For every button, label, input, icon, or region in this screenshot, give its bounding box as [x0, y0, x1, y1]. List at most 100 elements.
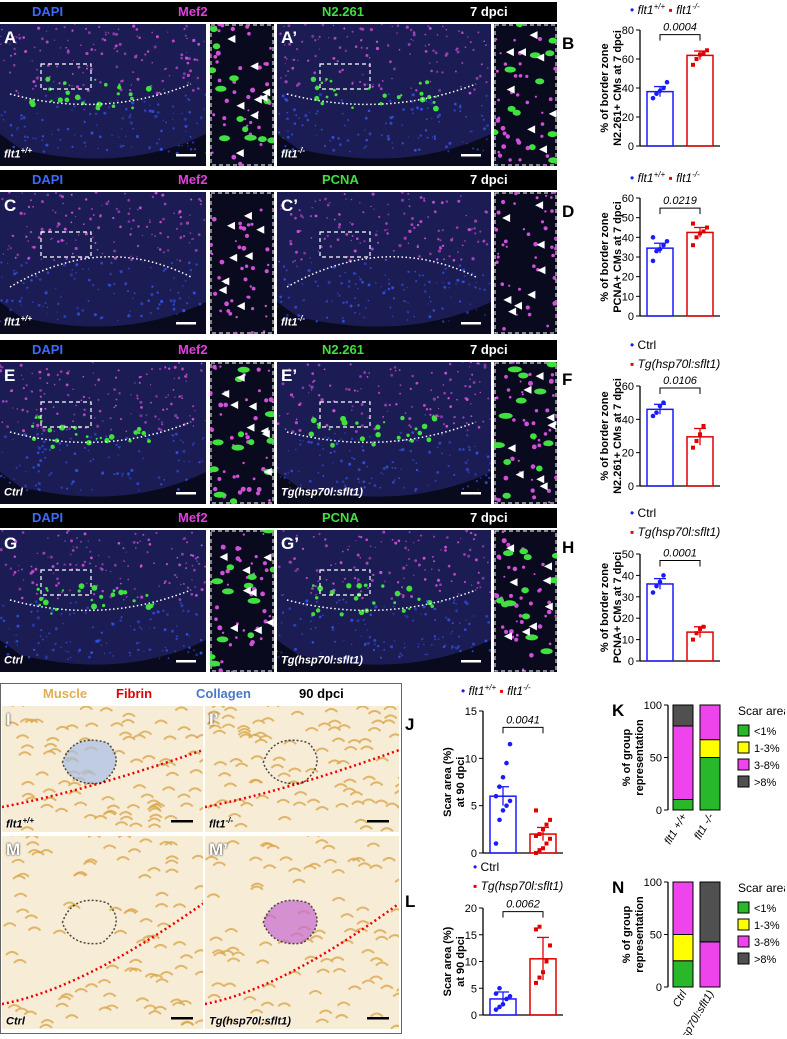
header-timepoint: 90 dpci [299, 686, 344, 701]
y-axis-label-line: N2.261+ CMs at 7 dpci [612, 30, 624, 146]
micrograph-panel: E’ Tg(hsp70l:sflt1) [277, 362, 491, 504]
y-axis-label-line: representation [634, 896, 646, 973]
p-value: 0.0062 [506, 899, 540, 911]
data-point [694, 57, 699, 61]
y-tick-label: 15 [465, 706, 477, 718]
data-point [661, 242, 666, 248]
stain-label: PCNA [322, 172, 359, 187]
stain-label: Mef2 [178, 342, 208, 357]
micrograph-image [210, 530, 274, 672]
micrograph-image [494, 24, 557, 166]
data-point [664, 238, 670, 244]
genotype-name: flt1 [281, 148, 298, 161]
data-point [541, 970, 545, 975]
data-point [694, 235, 699, 240]
significance-bracket [502, 726, 544, 734]
chart-legend: • flt1+/+ ▪ flt1-/- [630, 170, 700, 185]
micrograph-panel: E Ctrl [0, 362, 206, 504]
genotype-label: flt1-/- [281, 314, 305, 329]
data-point [541, 827, 545, 832]
stain-label: 7 dpci [470, 342, 508, 357]
data-point [701, 51, 706, 56]
genotype-label: flt1+/+ [4, 314, 32, 329]
genotype-name: Tg(hsp70l:sflt1) [209, 1015, 291, 1028]
legend-label: flt1 [676, 3, 693, 17]
micrograph-image [210, 192, 274, 334]
legend-label: Tg(hsp70l:sflt1) [480, 879, 564, 893]
trichrome-image [2, 836, 203, 1029]
data-point [541, 846, 545, 851]
data-point [691, 445, 695, 450]
stain-label: DAPI [32, 510, 64, 525]
y-tick-label: 60 [622, 381, 634, 393]
chart-L: L • Ctrl ▪ Tg(hsp70l:sflt1) Scar area (%)at… [403, 860, 603, 1035]
legend-row: ▪ Tg(hsp70l:sflt1) [630, 357, 720, 371]
trichrome-header: Muscle Fibrin Collagen 90 dpci [1, 684, 401, 704]
legend-title: Scar area [738, 881, 785, 895]
y-axis-label-line: PCNA+ CMs at 7 dpci [612, 552, 624, 664]
header-collagen: Collagen [196, 686, 251, 701]
data-point [493, 991, 499, 996]
y-tick-label: 5 [471, 801, 477, 813]
legend-row: • Ctrl [473, 860, 563, 874]
stain-header-row-0: DAPI Mef2 N2.261 7 dpci [0, 2, 557, 22]
legend-label: flt1 [637, 171, 654, 185]
panel-letter: I [6, 710, 11, 729]
y-axis-label-line: at 90 dpci [455, 757, 467, 808]
legend-label: flt1 [676, 171, 693, 185]
y-tick-label: 10 [622, 635, 634, 647]
y-tick-label: 40 [622, 83, 634, 95]
data-point [534, 808, 538, 813]
stack-segment-3-8% [699, 704, 721, 741]
micrograph-image [210, 362, 274, 504]
genotype-name: Ctrl [6, 1015, 25, 1028]
data-point [705, 48, 709, 53]
data-point [650, 235, 656, 240]
stain-header-row-2: DAPI Mef2 N2.261 7 dpci [0, 340, 557, 360]
data-point [657, 88, 663, 94]
y-tick-label: 100 [644, 877, 662, 889]
data-point [534, 980, 538, 985]
y-axis-label: % of border zoneN2.261+ CMs at 7 dpci [599, 378, 624, 494]
y-tick-label: 0 [656, 805, 662, 817]
data-point [691, 62, 695, 67]
data-point [548, 943, 552, 948]
stack-segment-3-8% [672, 725, 694, 800]
data-point [537, 848, 542, 853]
panel-letter: C’ [281, 196, 298, 215]
significance-bracket [659, 387, 701, 394]
y-tick-label: 60 [622, 193, 634, 205]
legend-super: +/+ [653, 2, 666, 11]
panel-letter: M’ [209, 840, 228, 859]
legend-dot-red: ▪ [630, 357, 638, 371]
legend-row: • Ctrl [630, 506, 720, 520]
chart-J: J • flt1+/+ ▪ flt1-/- Scar area (%)at 90 d… [403, 683, 603, 873]
legend-dot-red: ▪ [496, 684, 508, 698]
trichrome-panel: M’ Tg(hsp70l:sflt1) [205, 836, 399, 1029]
data-point [650, 413, 656, 419]
y-axis-label-line: % of group [621, 906, 633, 964]
header-muscle: Muscle [43, 686, 88, 701]
legend-entry: >8% [754, 777, 777, 789]
legend-dot-red: ▪ [665, 171, 677, 185]
legend-row: ▪ Tg(hsp70l:sflt1) [473, 879, 563, 893]
y-axis-label-line: N2.261+ CMs at 7 dpci [612, 378, 624, 494]
legend-label: flt1 [468, 684, 485, 698]
data-point [537, 924, 542, 929]
data-point [701, 624, 706, 629]
data-point [698, 626, 702, 631]
stain-label: N2.261 [322, 342, 364, 357]
zoom-inset-panel [494, 192, 557, 334]
data-point [705, 225, 709, 230]
chart-plot: % of grouprepresentation050100CtrlTg(hsp… [621, 877, 785, 1035]
panel-letter: N [612, 878, 625, 897]
genotype-name: flt1 [209, 818, 226, 831]
data-point [691, 637, 695, 642]
chart-D: D • flt1+/+ ▪ flt1-/-% of border zonePCNA… [560, 170, 785, 336]
micrograph-image [494, 530, 557, 672]
y-tick-label: 40 [622, 414, 634, 426]
y-tick-label: 40 [622, 570, 634, 582]
panel-letter: A [4, 28, 17, 47]
legend-row: ▪ Tg(hsp70l:sflt1) [630, 525, 720, 539]
legend-dot-red: ▪ [665, 3, 677, 17]
